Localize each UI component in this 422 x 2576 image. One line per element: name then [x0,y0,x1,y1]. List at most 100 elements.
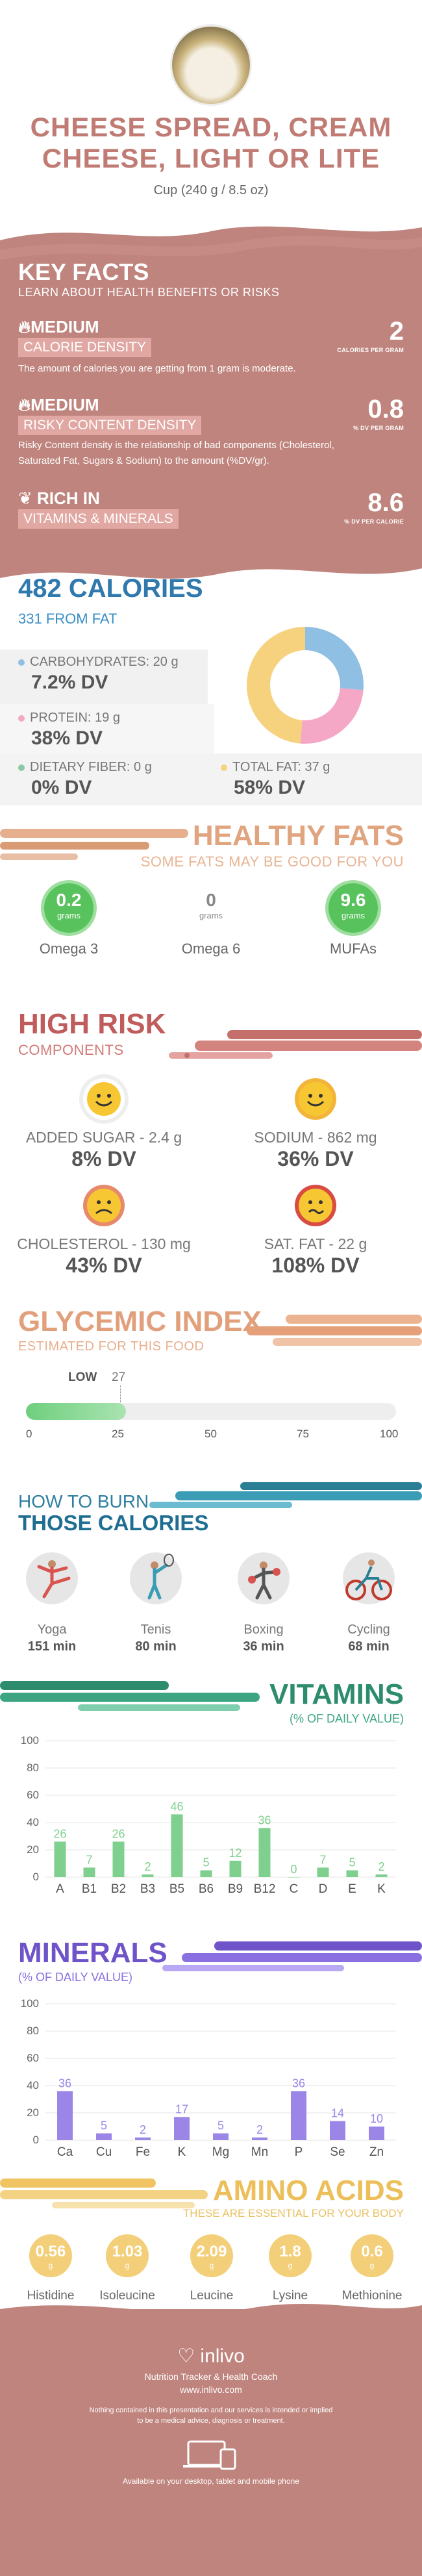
glycemic-fill [26,1403,126,1420]
fiber-dot [18,764,25,771]
carbs-bg [0,650,208,704]
footer-disclaimer-1: Nothing contained in this presentation a… [89,2406,333,2414]
burn-title-line1: HOW TO BURN [18,1491,149,1511]
footer-url[interactable]: www.inlivo.com [180,2384,242,2395]
mineral-value-Zn: 10 [370,2112,383,2125]
risky-density-level: 🔥︎MEDIUM [18,395,99,414]
fiber-bg [0,753,422,805]
fat-label: TOTAL FAT: 37 g [221,760,330,775]
vitamin-value-A: 26 [53,1827,66,1840]
vitamin-bar-B6 [200,1870,212,1877]
mineral-value-Mn: 2 [256,2123,263,2136]
protein-label: PROTEIN: 19 g [18,711,120,726]
cholesterol-dv: 43% DV [66,1254,142,1277]
vitamin-category-E: E [348,1882,356,1896]
vitamins-density-value: 8.6 [367,488,404,517]
vitamin-bar-A [54,1841,66,1877]
glycemic-stripes [247,1315,422,1346]
yoga-minutes: 151 min [27,1639,77,1654]
mineral-value-Mg: 5 [217,2119,224,2132]
key-facts-section [0,221,422,585]
fat-dot [221,764,227,771]
mineral-bar-Mg [213,2133,229,2140]
mineral-value-Cu: 5 [101,2119,107,2132]
devices-icon [183,2440,236,2470]
vitamin-value-B5: 46 [170,1800,183,1813]
risky-density-desc: Risky Content density is the relationshi… [18,440,334,466]
cholesterol-face [83,1185,125,1226]
vitamin-category-B6: B6 [199,1882,214,1896]
vitamin-bar-D [317,1867,329,1877]
gi-tick-50: 50 [205,1428,217,1440]
vitamin-bar-B1 [83,1867,95,1877]
sodium-dv: 36% DV [277,1147,354,1170]
boxing-icon [238,1552,290,1604]
amino-unit: g [125,2261,130,2270]
mineral-bar-Se [330,2121,345,2140]
amino-circle-isoleucine: 1.03 g [106,2234,149,2277]
vitamin-category-B12: B12 [254,1882,276,1896]
gi-tick-0: 0 [26,1428,32,1440]
mineral-value-Fe: 2 [140,2123,146,2136]
calories-from-fat: 331 FROM FAT [18,611,118,627]
mineral-ytick: 80 [27,2025,39,2037]
mineral-category-Se: Se [330,2145,345,2159]
amino-value: 1.8 [279,2243,301,2260]
vitamin-value-B1: 7 [86,1853,92,1866]
carbs-dot [18,659,25,666]
calories-title: 482 CALORIES [18,574,203,603]
amino-circle-lysine: 1.8 g [269,2234,312,2277]
mineral-bar-Zn [369,2127,384,2140]
tennis-icon [130,1552,182,1604]
sodium-face [295,1078,336,1120]
sodium-label: SODIUM - 862 mg [254,1129,377,1146]
vitamin-category-K: K [377,1882,386,1896]
cycling-name: Cycling [347,1623,390,1637]
mufas-circle: 9.6 grams [329,883,378,933]
mineral-category-K: K [178,2145,186,2159]
protein-bg [0,704,214,763]
calorie-density-level: 🔥︎MEDIUM [18,317,99,336]
omega6-name: Omega 6 [181,941,241,957]
calorie-density-desc: The amount of calories you are getting f… [18,363,296,374]
footer-logo: ♡ inlivo [177,2345,245,2367]
sat-fat-label: SAT. FAT - 22 g [264,1235,367,1252]
mineral-value-Se: 14 [331,2107,344,2120]
footer-tagline: Nutrition Tracker & Health Coach [144,2371,278,2382]
cycling-minutes: 68 min [348,1639,390,1654]
calorie-density-label: CALORIE DENSITY [18,338,152,357]
macro-donut-chart [246,627,364,744]
mineral-value-K: 17 [175,2102,188,2115]
vitamin-value-D: 7 [319,1853,326,1866]
mineral-ytick: 100 [21,1997,39,2010]
vitamin-bar-E [346,1870,358,1877]
mineral-bar-Fe [135,2137,151,2140]
amino-name-histidine: Histidine [27,2289,75,2303]
fiber-dv: 0% DV [31,777,92,798]
amino-name-lysine: Lysine [272,2289,308,2303]
cycling-icon [343,1552,395,1604]
minerals-title: MINERALS [18,1937,168,1969]
vitamin-category-A: A [56,1882,64,1896]
donut-slice-carbohydrates [305,627,364,690]
mineral-bar-K [174,2117,190,2140]
vitamin-bar-B5 [171,1814,183,1877]
mineral-ytick: 40 [27,2079,39,2091]
carbs-label: CARBOHYDRATES: 20 g [18,655,179,670]
added-sugar-dv: 8% DV [71,1147,136,1170]
vitamin-category-D: D [319,1882,328,1896]
amino-subtitle: THESE ARE ESSENTIAL FOR YOUR BODY [182,2207,404,2219]
fat-dv: 58% DV [234,777,306,798]
vitamin-value-E: 5 [349,1856,355,1869]
risky-density-value: 0.8 [367,395,404,423]
amino-value: 1.03 [112,2243,143,2260]
boxing-minutes: 36 min [243,1639,284,1654]
added-sugar-face [83,1078,125,1120]
vitamin-value-B2: 26 [112,1827,125,1840]
vitamin-category-B2: B2 [111,1882,126,1896]
amino-unit: g [209,2261,214,2270]
vitamin-value-B3: 2 [144,1860,151,1873]
amino-name-isoleucine: Isoleucine [99,2289,155,2303]
burn-stripes [149,1482,422,1508]
key-facts-subtitle: LEARN ABOUT HEALTH BENEFITS OR RISKS [18,286,280,299]
